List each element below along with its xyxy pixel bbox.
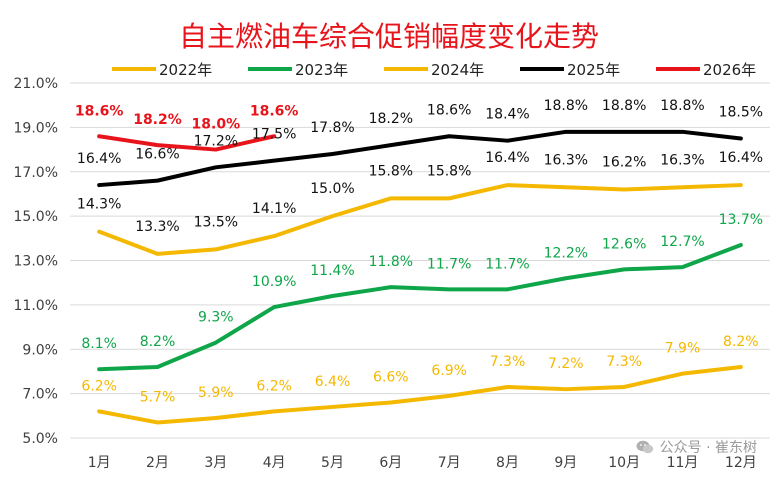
x-tick-label: 7月 [438,455,461,471]
y-tick-label: 5.0% [22,431,58,447]
legend-label: 2023年 [295,61,348,79]
data-label: 7.3% [606,354,642,370]
data-label: 5.7% [140,389,176,405]
data-label: 6.6% [373,370,409,386]
series-line [97,365,743,425]
data-label: 18.5% [719,104,763,120]
data-label: 8.2% [723,334,759,350]
data-label: 15.8% [427,163,471,179]
series-line [97,129,743,188]
data-label: 16.3% [660,152,704,168]
series-lines [97,129,743,425]
wechat-icon [636,440,653,454]
legend-label: 2026年 [703,61,756,79]
data-label: 15.0% [310,181,354,197]
x-axis: 1月 2月 3月 4月 5月 6月 7月 8月 9月 10月 11月 12月 [88,455,757,471]
data-label: 8.2% [140,334,176,350]
data-label: 11.7% [427,256,471,272]
y-tick-label: 17.0% [14,165,58,181]
y-tick-label: 9.0% [22,342,58,358]
x-tick-label: 11月 [667,455,699,471]
data-label: 5.9% [198,385,234,401]
data-label: 7.3% [490,354,526,370]
data-label: 18.2% [369,111,413,127]
data-label: 11.4% [310,263,354,279]
data-label: 13.5% [194,214,238,230]
x-tick-label: 10月 [608,455,640,471]
legend: 2022年 2023年 2024年 2025年 2026年 [112,61,756,79]
data-label: 6.2% [256,378,292,394]
data-label: 18.4% [485,107,529,123]
data-label: 18.6% [250,103,299,119]
chart-title: 自主燃油车综合促销幅度变化走势 [179,20,599,53]
y-axis: 5.0% 7.0% 9.0% 11.0% 13.0% 15.0% 17.0% 19.0% 21.… [14,76,58,447]
data-label: 15.8% [369,163,413,179]
x-tick-label: 2月 [146,455,169,471]
y-tick-label: 13.0% [14,254,58,270]
x-tick-label: 4月 [263,455,286,471]
y-tick-label: 15.0% [14,209,58,225]
data-label: 18.6% [75,103,124,119]
data-label: 9.3% [198,310,234,326]
data-label: 18.8% [602,98,646,114]
data-label: 17.8% [310,120,354,136]
watermark-text: 公众号 · 崔东树 [659,440,757,456]
data-label: 8.1% [81,336,117,352]
data-label: 17.2% [194,133,238,149]
data-label: 13.7% [719,212,763,228]
data-label: 16.2% [602,155,646,171]
data-label: 16.6% [135,147,179,163]
x-tick-label: 6月 [379,455,402,471]
data-label: 16.3% [544,152,588,168]
legend-label: 2024年 [431,61,484,79]
y-tick-label: 7.0% [22,387,58,403]
series-line [97,134,277,152]
series-line [97,183,743,256]
x-tick-label: 8月 [496,455,519,471]
data-label: 18.8% [660,98,704,114]
data-label: 16.4% [719,150,763,166]
data-label: 7.9% [665,341,701,357]
data-label: 10.9% [252,274,296,290]
x-tick-label: 1月 [88,455,111,471]
legend-label: 2022年 [159,61,212,79]
data-label: 12.7% [660,234,704,250]
y-tick-label: 21.0% [14,76,58,92]
data-label: 18.8% [544,98,588,114]
data-label: 6.4% [315,374,351,390]
data-label: 6.2% [81,378,117,394]
legend-label: 2025年 [567,61,620,79]
data-label: 13.3% [135,219,179,235]
data-label: 14.3% [77,197,121,213]
data-label: 12.2% [544,245,588,261]
data-label: 14.1% [252,201,296,217]
series-line [97,242,743,372]
data-label: 17.5% [252,127,296,143]
grid-lines [70,82,770,439]
data-label: 16.4% [77,151,121,167]
data-labels: 6.2% 5.7% 5.9% 6.2% 6.4% 6.6% 6.9% 7.3% 7.2% 7.3%… [75,98,763,406]
data-label: 18.6% [427,102,471,118]
watermark: 公众号 · 崔东树 [636,437,757,457]
data-label: 11.8% [369,254,413,270]
x-tick-label: 9月 [554,455,577,471]
x-tick-label: 5月 [321,455,344,471]
data-label: 18.0% [192,117,241,133]
data-label: 6.9% [431,363,467,379]
data-label: 7.2% [548,356,584,372]
x-tick-label: 12月 [725,455,757,471]
data-label: 11.7% [485,256,529,272]
y-tick-label: 11.0% [14,298,58,314]
x-tick-label: 3月 [204,455,227,471]
data-label: 18.2% [133,112,182,128]
data-label: 12.6% [602,236,646,252]
data-label: 16.4% [485,150,529,166]
y-tick-label: 19.0% [14,120,58,136]
